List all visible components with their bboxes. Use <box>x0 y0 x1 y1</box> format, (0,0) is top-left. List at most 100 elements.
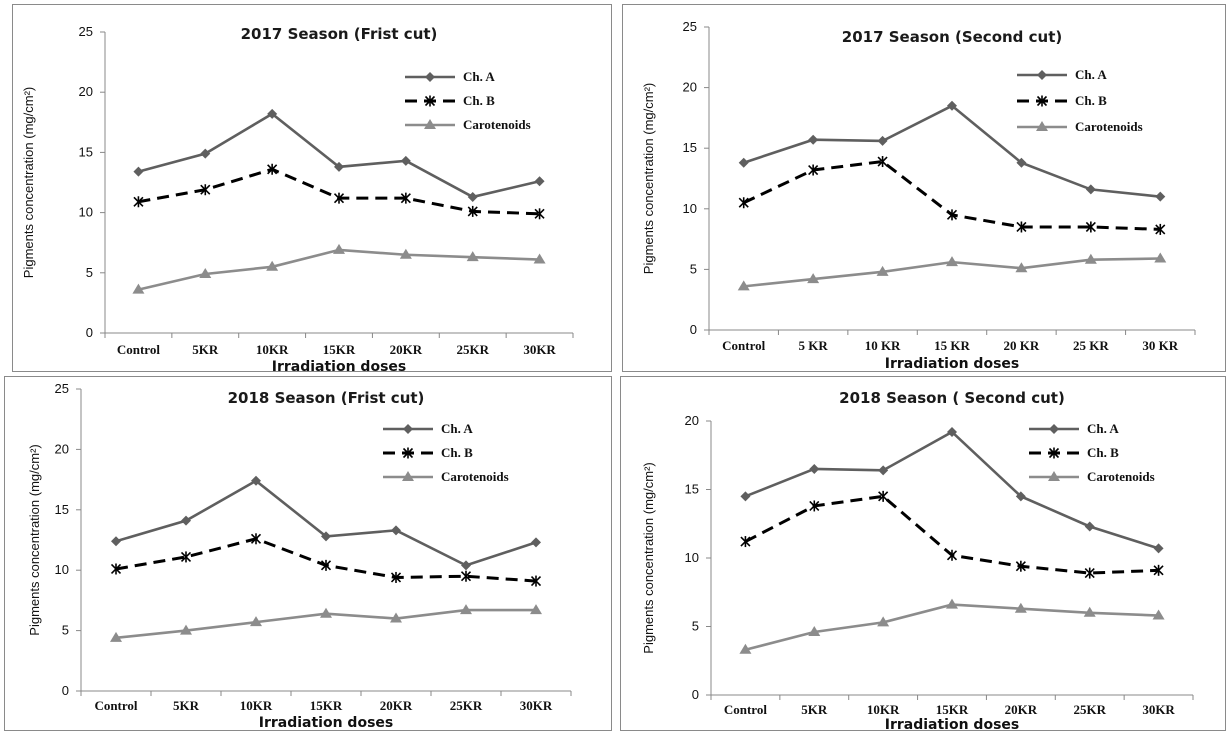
data-point <box>740 536 751 548</box>
legend-entry: Ch. B <box>1087 445 1119 460</box>
legend-marker <box>1037 70 1047 80</box>
data-point <box>809 500 820 512</box>
x-tick-label: 30 KR <box>1142 338 1178 353</box>
x-tick-label: 30KR <box>520 698 553 713</box>
series-carotenoids <box>739 598 1165 654</box>
data-point <box>400 155 411 166</box>
data-point <box>266 260 279 271</box>
data-point <box>460 604 472 615</box>
x-tick-label: 5 KR <box>799 338 829 353</box>
data-point <box>267 108 278 119</box>
x-tick-label: 15KR <box>936 702 969 717</box>
series-line <box>744 494 1159 575</box>
data-point <box>946 598 958 609</box>
data-point <box>321 531 331 542</box>
series-ch-b <box>110 533 542 587</box>
data-point <box>534 208 545 220</box>
chart-title: 2018 Season (Frist cut) <box>228 389 425 407</box>
line-chart: 2018 Season (Frist cut) 0 5 10 15 20 25 Control… <box>27 381 572 730</box>
data-point <box>391 525 401 536</box>
y-tick-label: 20 <box>683 80 697 95</box>
legend-marker <box>424 119 436 129</box>
data-point <box>808 625 821 636</box>
data-point <box>807 273 820 284</box>
y-tick-label: 10 <box>683 201 697 216</box>
line-chart: 2017 Season (Second cut) 0 5 10 15 20 25 Contro… <box>641 19 1196 372</box>
chart-title: 2017 Season (Second cut) <box>842 28 1062 46</box>
data-point <box>132 283 145 294</box>
data-point <box>334 161 344 172</box>
y-tick-label: 10 <box>685 550 699 565</box>
chart-panel-2018-second-cut: 2018 Season ( Second cut) 0 5 10 15 20 Control… <box>620 376 1226 731</box>
x-tick-label: 20KR <box>390 342 423 357</box>
x-axis-label: Irradiation doses <box>272 359 406 372</box>
data-point <box>133 196 144 208</box>
x-tick-label: 15 KR <box>934 338 970 353</box>
data-point <box>333 192 345 204</box>
data-point <box>740 491 751 502</box>
y-tick-label: 20 <box>685 413 699 428</box>
legend-entry: Ch. B <box>441 445 473 460</box>
legend-entry: Ch. A <box>1087 421 1119 436</box>
series-carotenoids <box>132 243 546 294</box>
data-point <box>461 560 471 571</box>
legend-marker <box>402 447 414 459</box>
y-tick-label: 20 <box>55 441 69 456</box>
data-point <box>946 549 958 561</box>
x-tick-label: 10KR <box>256 342 289 357</box>
legend-entry: Carotenoids <box>1075 119 1143 134</box>
chart-panel-2017-second-cut: 2017 Season (Second cut) 0 5 10 15 20 25 Contro… <box>622 4 1226 372</box>
data-point <box>530 604 542 615</box>
chart-panel-2018-first-cut: 2018 Season (Frist cut) 0 5 10 15 20 25 Control… <box>4 376 612 731</box>
data-point <box>1153 564 1164 576</box>
x-tick-label: 15KR <box>310 698 343 713</box>
x-tick-label: 15KR <box>323 342 356 357</box>
legend-marker <box>1049 424 1059 434</box>
x-tick-label: 5KR <box>173 698 200 713</box>
data-point <box>111 536 121 547</box>
series-ch-a <box>740 426 1164 554</box>
y-tick-label: 5 <box>62 623 69 638</box>
series-ch-b <box>740 490 1164 579</box>
legend-marker <box>1036 95 1048 107</box>
data-point <box>320 607 332 618</box>
data-point <box>1015 560 1026 572</box>
data-point <box>1152 609 1165 620</box>
series-line <box>115 479 537 567</box>
y-tick-label: 0 <box>62 683 69 698</box>
x-axis-label: Irradiation doses <box>885 356 1019 372</box>
data-point <box>1016 157 1027 168</box>
y-tick-label: 5 <box>86 265 93 280</box>
data-point <box>1016 221 1027 233</box>
y-tick-label: 0 <box>86 325 93 340</box>
y-tick-label: 25 <box>55 381 69 396</box>
data-point <box>1014 602 1027 613</box>
data-point <box>199 268 212 279</box>
data-point <box>738 157 749 168</box>
x-tick-label: Control <box>724 702 767 717</box>
data-point <box>1084 253 1097 264</box>
data-point <box>251 475 261 486</box>
x-tick-label: 10KR <box>240 698 273 713</box>
data-point <box>466 251 479 262</box>
data-point <box>181 515 191 526</box>
y-tick-label: 25 <box>79 24 93 39</box>
y-tick-label: 15 <box>55 502 69 517</box>
data-point <box>467 205 478 217</box>
y-tick-label: 15 <box>685 482 699 497</box>
series-ch-b <box>133 163 545 220</box>
data-point <box>200 148 211 159</box>
x-tick-label: 5KR <box>192 342 219 357</box>
x-tick-label: 25KR <box>450 698 483 713</box>
data-point <box>110 631 122 642</box>
y-axis-label: Pigments concentration (mg/cm²) <box>641 83 656 274</box>
data-point <box>267 163 278 175</box>
data-point <box>250 533 262 545</box>
legend-entry: Ch. B <box>1075 93 1107 108</box>
data-point <box>390 571 402 583</box>
x-tick-label: 30KR <box>523 342 556 357</box>
data-point <box>467 191 478 202</box>
series-carotenoids <box>110 604 542 642</box>
legend-marker <box>425 72 435 82</box>
data-point <box>460 570 472 582</box>
